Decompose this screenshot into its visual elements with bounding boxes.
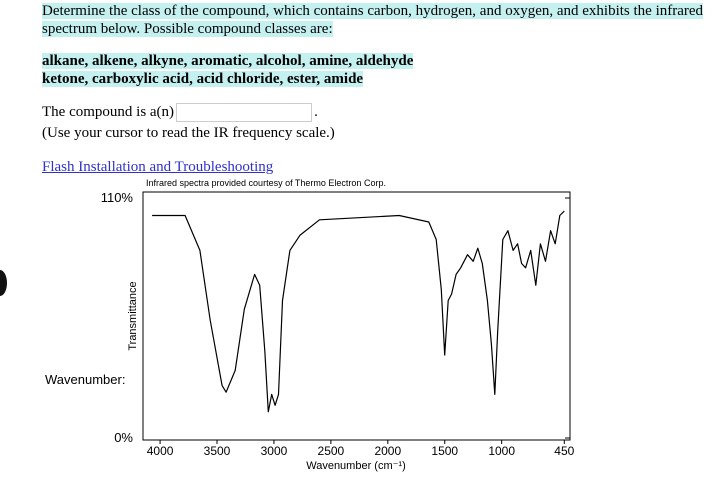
- help-link[interactable]: Flash Installation and Troubleshooting: [42, 159, 274, 175]
- x-tick-label: 450: [554, 444, 574, 458]
- y-tick-label: 0%: [114, 430, 133, 445]
- credit: Infrared spectra provided courtesy of Th…: [146, 178, 386, 188]
- readout-label: Wavenumber:: [45, 372, 125, 387]
- prompt-label: The compound is a(n): [42, 103, 175, 120]
- x-tick-label: 3000: [261, 444, 288, 458]
- y-axis-label: Transmittance: [127, 281, 139, 350]
- side-handle: [0, 270, 7, 296]
- hint: (Use your cursor to read the IR frequenc…: [42, 125, 335, 141]
- plot-frame: [142, 191, 571, 441]
- x-tick-label: 2500: [318, 444, 345, 458]
- y-tick-label: 110%: [101, 190, 134, 205]
- prompt-suffix: .: [314, 103, 318, 120]
- classes: alkane, alkene, alkyne, aromatic, alcoho…: [42, 52, 414, 88]
- x-tick-label: 4000: [147, 444, 174, 458]
- x-tick-label: 2000: [374, 444, 401, 458]
- x-tick-label: 3500: [204, 444, 231, 458]
- x-tick-label: 1000: [488, 444, 515, 458]
- spectrum-line: [152, 210, 565, 413]
- answer-input[interactable]: [176, 103, 313, 122]
- x-axis-label: Wavenumber (cm⁻¹): [306, 460, 406, 472]
- class-line: alkane, alkene, alkyne, aromatic, alcoho…: [42, 53, 414, 69]
- x-tick-label: 1500: [431, 444, 458, 458]
- instructions: Determine the class of the compound, whi…: [42, 2, 712, 38]
- prompt: The compound is a(n).: [42, 103, 318, 122]
- class-line: ketone, carboxylic acid, acid chloride, …: [42, 71, 364, 87]
